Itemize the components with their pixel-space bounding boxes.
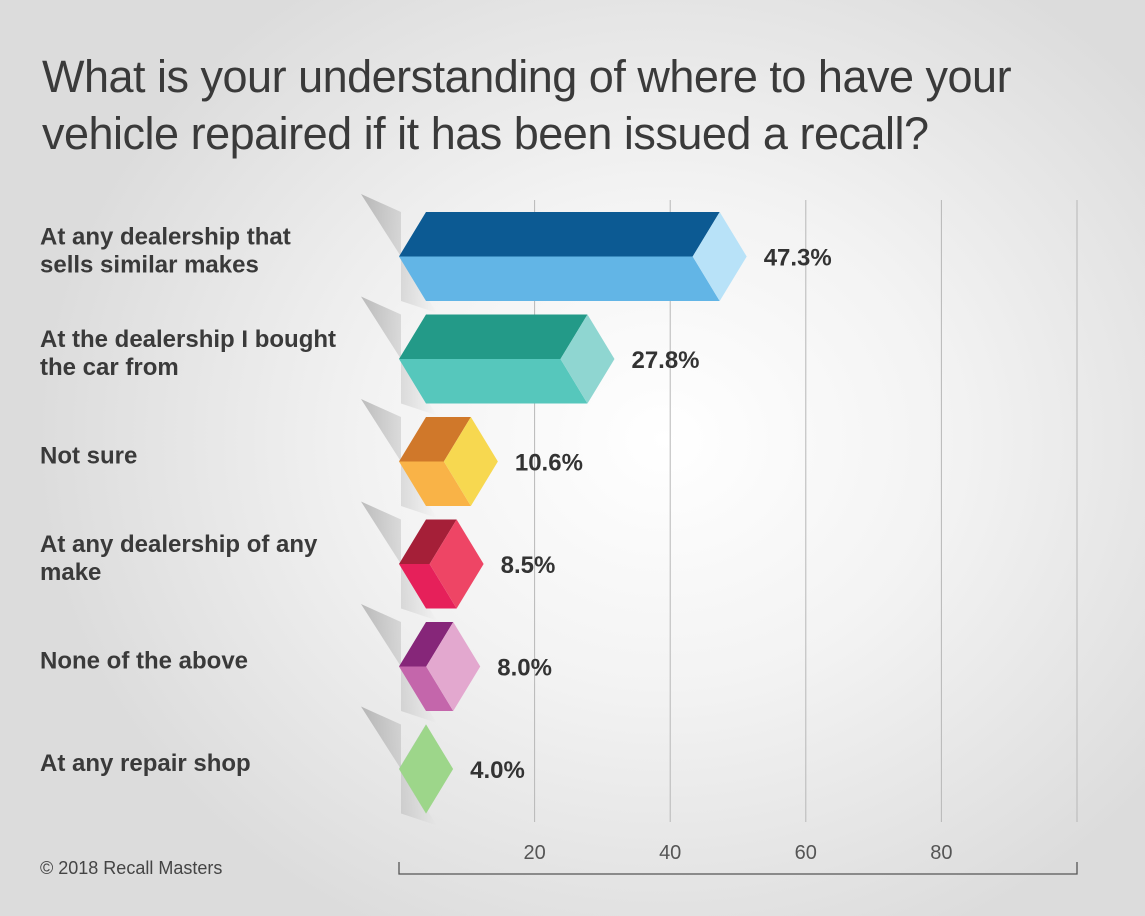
- category-labels: At any dealership that sells similar make…: [40, 224, 336, 778]
- category-label: Not sure: [40, 443, 137, 470]
- bar-top-face: [399, 622, 454, 667]
- bar-top-face: [399, 212, 720, 257]
- x-tick-label: 80: [930, 842, 952, 864]
- bar-end-face: [426, 622, 481, 711]
- bar-end-face: [692, 212, 747, 301]
- x-axis: 20 40 60 80: [398, 842, 1078, 875]
- bar-front-face: [399, 461, 471, 506]
- bar-front-face: [399, 666, 454, 711]
- bar-front-face: [399, 256, 720, 301]
- value-label: 8.0%: [497, 655, 552, 682]
- category-label: At the dealership I bought the car from: [40, 326, 336, 381]
- bar-end-face: [443, 417, 498, 506]
- bar-end-face: [429, 519, 484, 609]
- category-label: None of the above: [40, 648, 248, 675]
- copyright-text: © 2018 Recall Masters: [40, 858, 223, 878]
- value-label: 47.3%: [764, 245, 832, 272]
- x-axis-line: [398, 862, 1078, 875]
- x-tick-label: 40: [659, 842, 681, 864]
- value-label: 27.8%: [631, 347, 699, 374]
- bar-end-face: [560, 314, 615, 404]
- bars: [399, 212, 747, 814]
- value-label: 4.0%: [470, 757, 525, 784]
- bar-top-face: [399, 519, 457, 564]
- bar-front-face: [399, 359, 588, 404]
- bar-top-face: [399, 314, 588, 359]
- bar-end-face: [399, 724, 454, 814]
- bar-top-face: [399, 417, 471, 462]
- category-label: At any dealership that sells similar make…: [40, 224, 291, 279]
- x-tick-label: 60: [795, 842, 817, 864]
- category-label: At any repair shop: [40, 750, 251, 777]
- bar-top-face: [399, 724, 427, 769]
- value-label: 8.5%: [501, 552, 556, 579]
- chart-title: What is your understanding of where to h…: [42, 51, 1012, 159]
- value-labels: 47.3% 27.8% 10.6% 8.5% 8.0% 4.0%: [470, 245, 832, 785]
- bar-front-face: [399, 564, 457, 609]
- x-tick-label: 20: [523, 842, 545, 864]
- value-label: 10.6%: [515, 450, 583, 477]
- category-label: At any dealership of any make: [40, 531, 318, 586]
- gridlines: [534, 200, 1078, 822]
- bar-front-face: [399, 769, 427, 814]
